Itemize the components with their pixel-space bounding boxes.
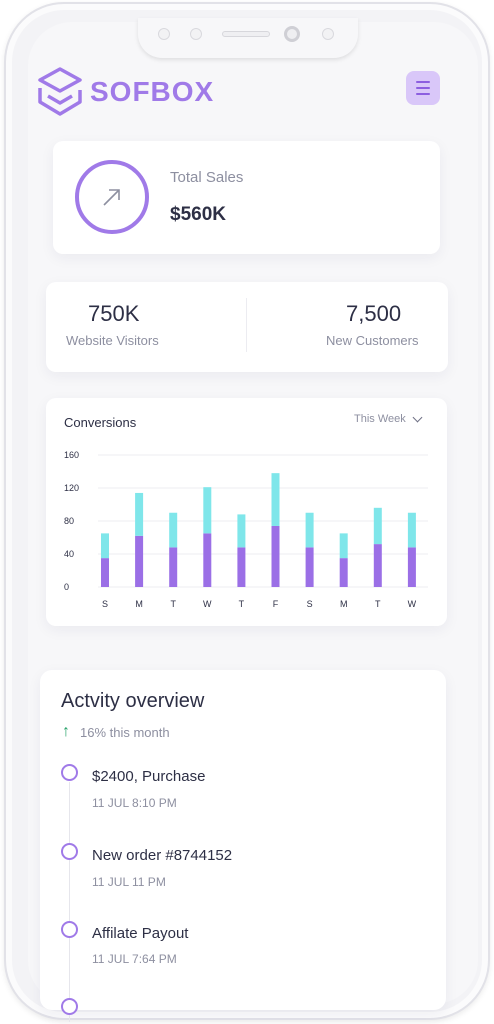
bar-segment-secondary[interactable] bbox=[271, 473, 280, 526]
x-tick-label: S bbox=[307, 599, 313, 609]
period-dropdown-value: This Week bbox=[354, 413, 406, 425]
brand-logo[interactable]: SOFBOX bbox=[36, 66, 214, 118]
x-tick-label: S bbox=[102, 599, 108, 609]
activity-overview-card: Actvity overview ↑ 16% this month $2400,… bbox=[40, 670, 446, 1022]
sensor-dot bbox=[190, 28, 202, 40]
bar-segment-primary[interactable] bbox=[271, 525, 280, 587]
new-customers-label: New Customers bbox=[326, 333, 419, 348]
website-visitors-value: 750K bbox=[88, 301, 140, 326]
total-sales-value: $560K bbox=[170, 204, 226, 225]
sales-progress-ring bbox=[75, 160, 149, 234]
x-tick-label: M bbox=[135, 599, 143, 609]
bar-segment-primary[interactable] bbox=[339, 558, 348, 587]
timeline-dot bbox=[61, 843, 78, 860]
conversions-chart: 0 40 80 120 160 S M T W T F S M T W bbox=[64, 450, 428, 609]
bar-segment-secondary[interactable] bbox=[373, 507, 382, 545]
activity-growth-text: 16% this month bbox=[80, 724, 170, 740]
y-tick-label: 0 bbox=[64, 582, 69, 592]
bar-segment-primary[interactable] bbox=[135, 535, 144, 587]
x-tick-label: W bbox=[408, 599, 417, 609]
bar-segment-secondary[interactable] bbox=[203, 487, 212, 534]
arrow-up-icon: ↑ bbox=[62, 723, 70, 740]
ring-gap bbox=[53, 183, 71, 207]
activity-title: Actvity overview bbox=[61, 690, 205, 712]
hamburger-icon bbox=[416, 81, 430, 83]
bar-segment-secondary[interactable] bbox=[339, 533, 348, 559]
timeline-dot bbox=[61, 998, 78, 1015]
x-tick-label: T bbox=[239, 599, 245, 609]
bar-segment-primary[interactable] bbox=[373, 544, 382, 587]
activity-item-title[interactable]: $2400, Purchase bbox=[92, 768, 206, 785]
stats-card: 750K Website Visitors 7,500 New Customer… bbox=[46, 282, 448, 372]
activity-item-time: 11 JUL 11 PM bbox=[92, 875, 166, 889]
website-visitors-label: Website Visitors bbox=[66, 333, 159, 348]
camera-icon bbox=[284, 26, 300, 42]
activity-item-time: 11 JUL 8:10 PM bbox=[92, 796, 177, 810]
bar-segment-primary[interactable] bbox=[169, 547, 178, 587]
x-tick-label: T bbox=[375, 599, 381, 609]
activity-item-time: 11 JUL 7:64 PM bbox=[92, 952, 177, 966]
phone-notch bbox=[138, 18, 358, 58]
menu-button[interactable] bbox=[406, 71, 440, 105]
speaker-grille bbox=[222, 31, 270, 37]
sensor-dot bbox=[158, 28, 170, 40]
x-tick-label: M bbox=[340, 599, 348, 609]
bar-segment-secondary[interactable] bbox=[169, 512, 178, 548]
timeline-dot bbox=[61, 921, 78, 938]
hamburger-icon-line bbox=[416, 87, 430, 89]
bar-segment-secondary[interactable] bbox=[135, 492, 144, 536]
timeline-line bbox=[69, 782, 70, 1022]
arrow-up-right-icon bbox=[103, 189, 120, 206]
y-tick-label: 160 bbox=[64, 450, 79, 460]
x-tick-label: T bbox=[170, 599, 176, 609]
bar-segment-primary[interactable] bbox=[101, 558, 109, 587]
bar-segment-primary[interactable] bbox=[237, 547, 246, 587]
y-tick-label: 80 bbox=[64, 516, 74, 526]
conversions-title: Conversions bbox=[64, 415, 137, 430]
bar-segment-secondary[interactable] bbox=[237, 514, 246, 548]
activity-item-title[interactable]: Affilate Payout bbox=[92, 925, 189, 942]
conversions-card: 0 40 80 120 160 S M T W T F S M T W Conversions This W… bbox=[46, 398, 447, 626]
new-customers-value: 7,500 bbox=[346, 301, 402, 326]
sensor-dot bbox=[322, 28, 334, 40]
activity-growth: ↑ 16% this month bbox=[62, 723, 170, 741]
hamburger-icon-line bbox=[416, 93, 430, 95]
bar-segment-primary[interactable] bbox=[203, 533, 212, 587]
stats-divider bbox=[246, 298, 247, 352]
bar-segment-primary[interactable] bbox=[407, 547, 416, 587]
bar-segment-secondary[interactable] bbox=[407, 512, 416, 548]
sofbox-logo-icon bbox=[38, 67, 82, 116]
period-dropdown[interactable]: This Week bbox=[354, 412, 423, 425]
timeline-dot bbox=[61, 764, 78, 781]
bar-segment-primary[interactable] bbox=[305, 547, 314, 587]
chevron-down-icon bbox=[412, 412, 423, 422]
total-sales-card: Total Sales $560K bbox=[53, 141, 440, 254]
activity-item-title[interactable]: New order #8744152 bbox=[92, 847, 233, 864]
bar-segment-secondary[interactable] bbox=[101, 533, 109, 559]
y-tick-label: 40 bbox=[64, 549, 74, 559]
x-tick-label: F bbox=[273, 599, 279, 609]
bar-segment-secondary[interactable] bbox=[305, 512, 314, 548]
total-sales-label: Total Sales bbox=[170, 169, 244, 186]
brand-name: SOFBOX bbox=[90, 76, 215, 107]
x-tick-label: W bbox=[203, 599, 212, 609]
y-tick-label: 120 bbox=[64, 483, 79, 493]
